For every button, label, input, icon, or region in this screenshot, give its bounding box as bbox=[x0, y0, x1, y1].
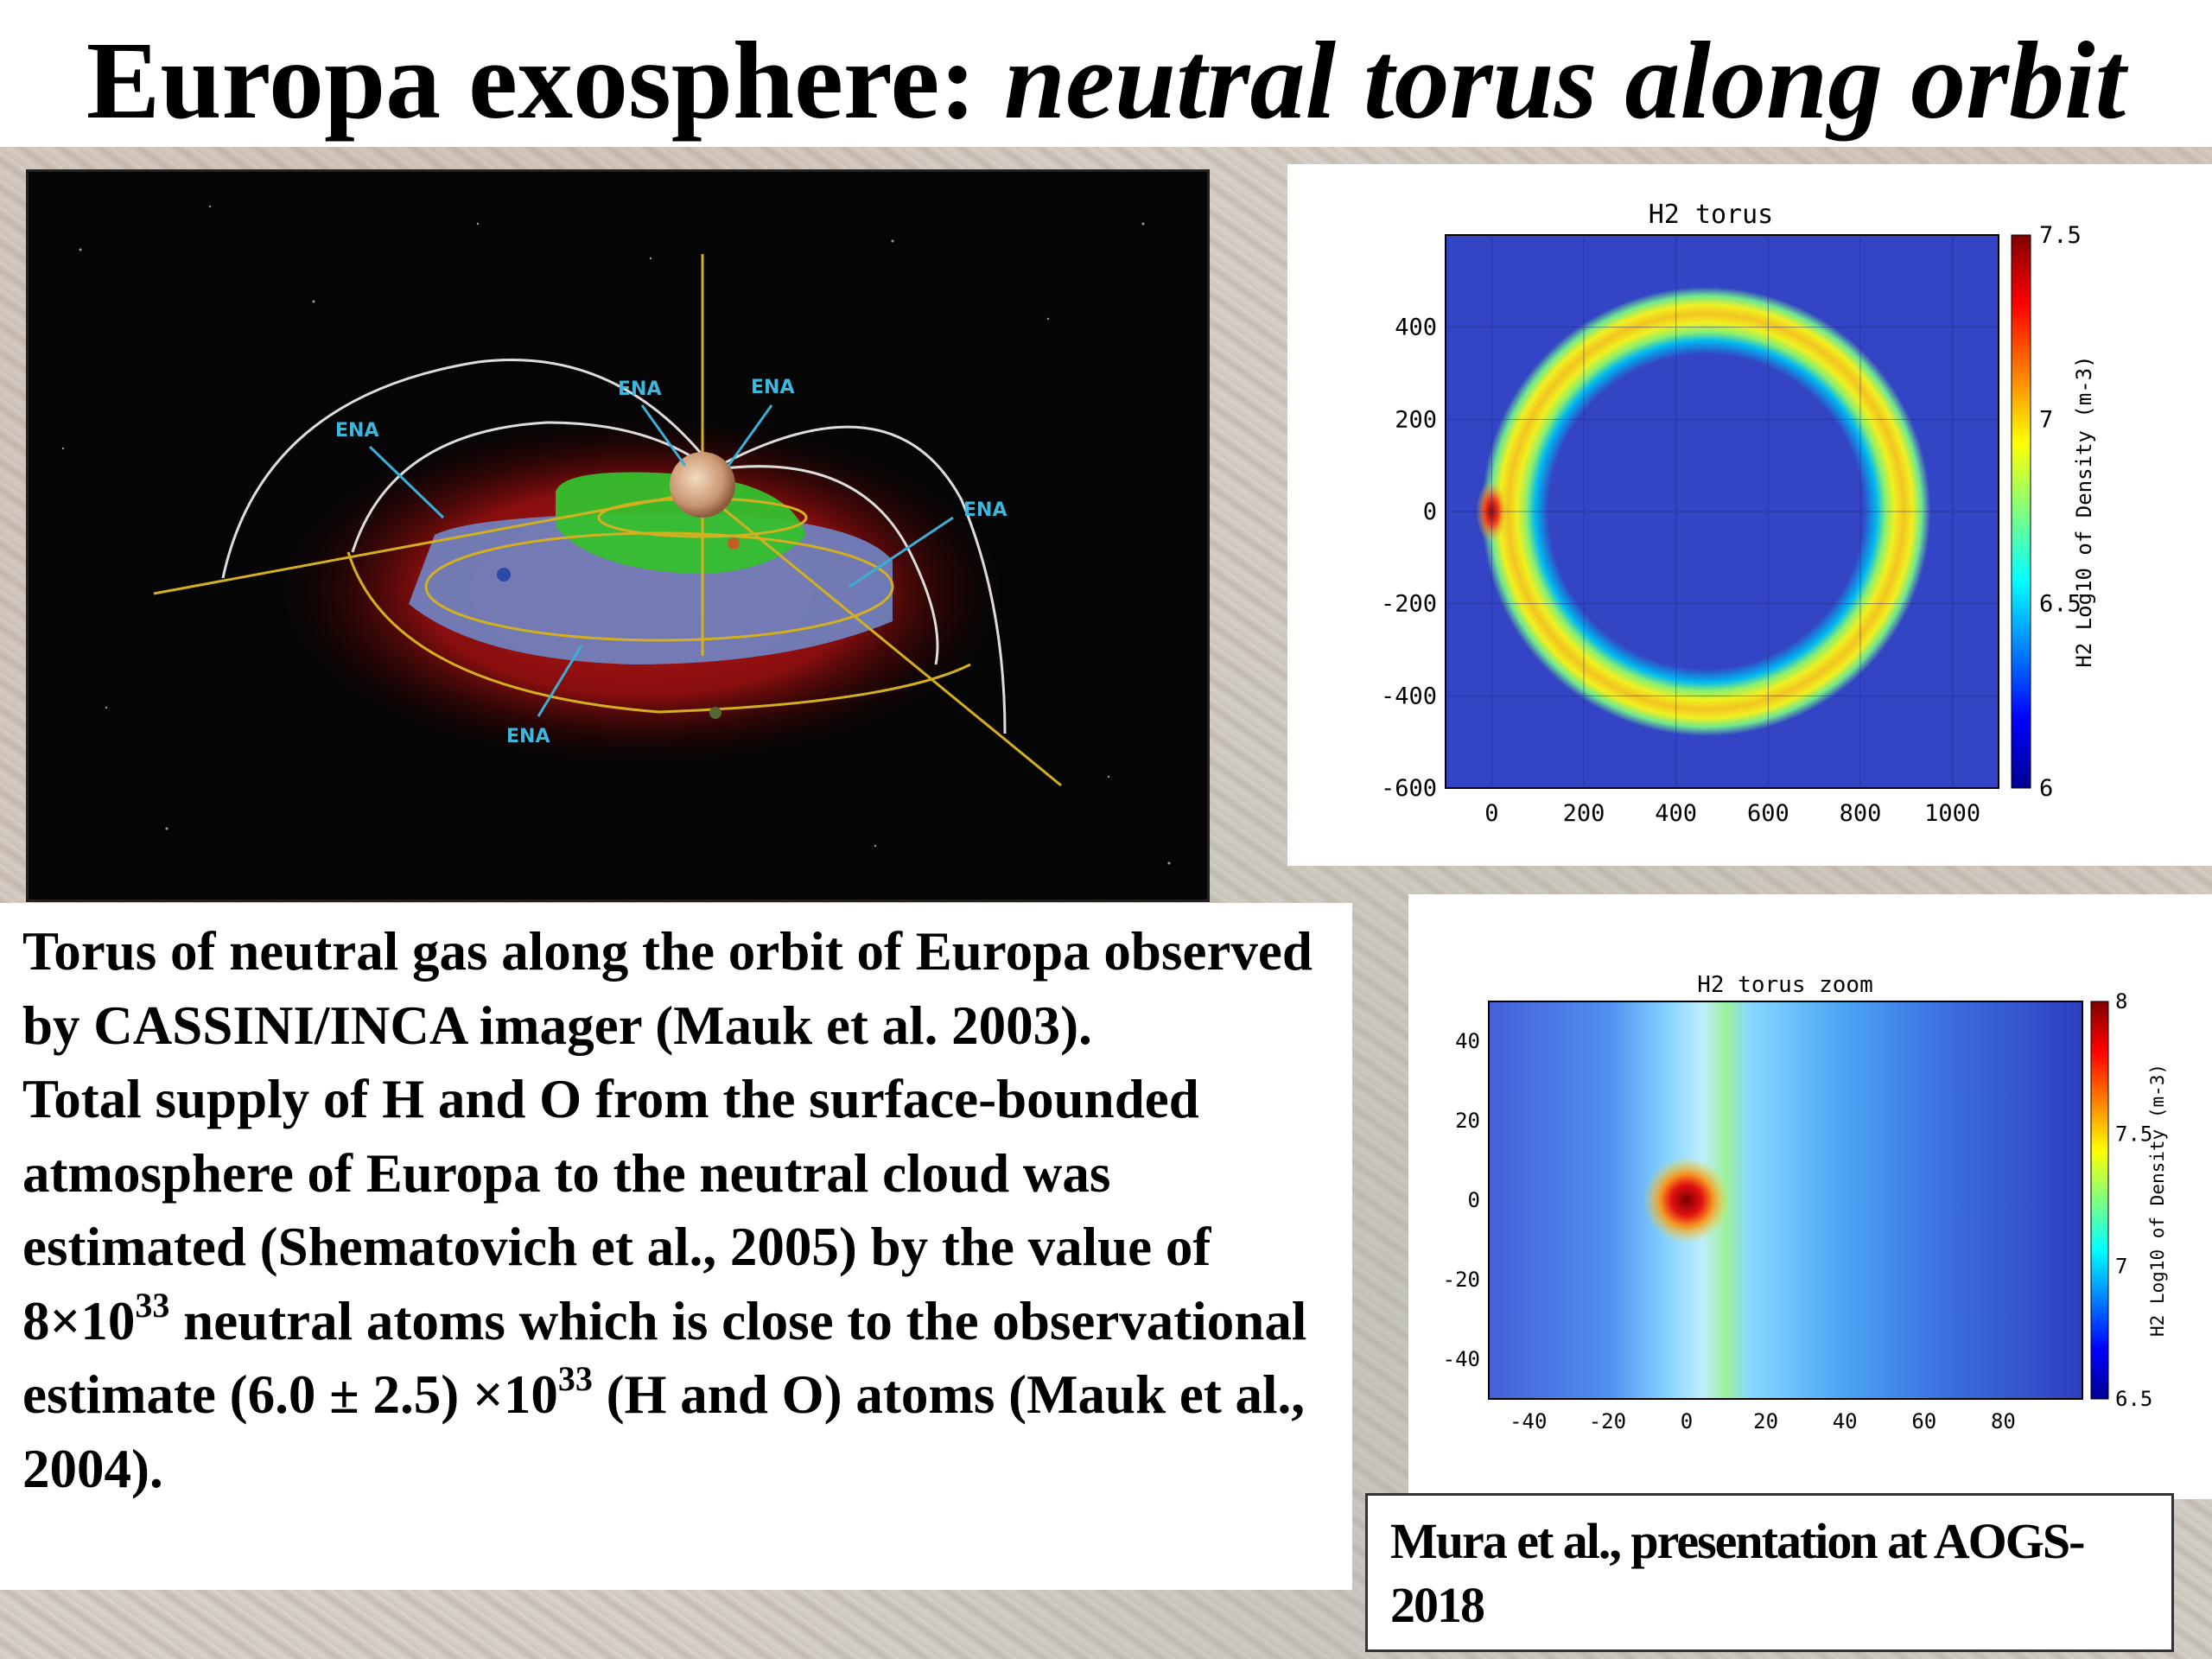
x-tick-label: 40 bbox=[1833, 1409, 1858, 1433]
supply-text-c: (H and O) atoms (Mauk et al., 2004). bbox=[22, 1364, 1306, 1499]
europa-hotspot bbox=[1643, 1157, 1730, 1243]
text-box: Torus of neutral gas along the orbit of … bbox=[0, 903, 1352, 1590]
credit-box: Mura et al., presentation at AOGS-2018 bbox=[1365, 1493, 2174, 1652]
torus-illustration: ENA ENA ENA ENA ENA bbox=[26, 169, 1210, 902]
green-torus bbox=[556, 472, 806, 574]
colorbar bbox=[2011, 234, 2031, 789]
colorbar-tick-label: 8 bbox=[2115, 989, 2127, 1014]
ena-label: ENA bbox=[963, 499, 1007, 521]
h2-torus-plot: H2 torus 0 200 400 600 800 1000 400 200 0 -200 -4… bbox=[1287, 164, 2212, 866]
paragraph-observation: Torus of neutral gas along the orbit of … bbox=[22, 921, 1313, 1056]
x-tick-label: 20 bbox=[1753, 1409, 1778, 1433]
y-tick-label: -20 bbox=[1443, 1268, 1480, 1292]
colorbar-tick-label: 6 bbox=[2039, 775, 2053, 802]
ena-label: ENA bbox=[335, 420, 378, 442]
supply-text-b: neutral atoms which is close to the obse… bbox=[22, 1290, 1307, 1426]
x-tick-label: 600 bbox=[1747, 800, 1789, 827]
title-bar: Europa exosphere: neutral torus along or… bbox=[0, 0, 2212, 147]
x-tick-label: 60 bbox=[1911, 1409, 1936, 1433]
colorbar-tick-labels: 8 7.5 7 6.5 bbox=[2115, 989, 2152, 1411]
x-tick-label: -40 bbox=[1510, 1409, 1547, 1433]
ena-label: ENA bbox=[618, 378, 661, 400]
moon-blue bbox=[497, 568, 511, 582]
body-text: Torus of neutral gas along the orbit of … bbox=[22, 915, 1344, 1506]
slide-title-italic: neutral torus along orbit bbox=[1003, 19, 2126, 142]
colorbar-tick-label: 6.5 bbox=[2039, 591, 2082, 618]
x-tick-labels: 0 200 400 600 800 1000 bbox=[1484, 800, 1980, 827]
y-tick-labels: 40 20 0 -20 -40 bbox=[1443, 1029, 1480, 1371]
slide-title-plain: Europa exosphere: bbox=[86, 19, 1004, 142]
plot-frame bbox=[1488, 1001, 2083, 1400]
slide-title: Europa exosphere: neutral torus along or… bbox=[0, 16, 2212, 145]
credit-text: Mura et al., presentation at AOGS-2018 bbox=[1390, 1513, 2085, 1633]
exponent: 33 bbox=[557, 1359, 593, 1398]
x-tick-label: 0 bbox=[1484, 800, 1498, 827]
colorbar-label: H2 Log10 of Density (m-3) bbox=[2072, 355, 2096, 667]
colorbar-tick-label: 7 bbox=[2039, 406, 2053, 433]
plot-area bbox=[1489, 1001, 2082, 1399]
torus-illustration-svg: ENA ENA ENA ENA ENA bbox=[61, 205, 1171, 865]
y-tick-label: 40 bbox=[1455, 1029, 1480, 1053]
colorbar-tick-label: 7.5 bbox=[2039, 222, 2082, 249]
ena-label: ENA bbox=[506, 726, 550, 747]
ena-label: ENA bbox=[751, 377, 794, 398]
y-tick-labels: 400 200 0 -200 -400 -600 bbox=[1381, 315, 1437, 802]
plot-title: H2 torus zoom bbox=[1697, 972, 1873, 998]
y-tick-label: -600 bbox=[1381, 775, 1437, 802]
grid bbox=[1446, 235, 1999, 789]
colorbar-tick-label: 7 bbox=[2115, 1255, 2127, 1279]
x-tick-label: 0 bbox=[1681, 1409, 1693, 1433]
axis-line-right bbox=[702, 490, 1062, 787]
colorbar bbox=[2090, 1001, 2109, 1400]
y-tick-label: -40 bbox=[1443, 1347, 1480, 1371]
moon-orange bbox=[728, 537, 740, 550]
x-tick-label: 200 bbox=[1563, 800, 1605, 827]
y-tick-label: -400 bbox=[1381, 683, 1437, 709]
ena-labels: ENA ENA ENA ENA ENA bbox=[335, 377, 1007, 747]
colorbar-label: H2 Log10 of Density (m-3) bbox=[2147, 1064, 2168, 1337]
outer-orbit bbox=[346, 551, 971, 714]
colorbar-tick-labels: 7.5 7 6.5 6 bbox=[2039, 222, 2082, 802]
h2-torus-zoom-plot: H2 torus zoom -40 -20 0 20 40 60 80 40 20 0 -20 -4… bbox=[1408, 894, 2212, 1499]
axis-line-left bbox=[153, 490, 703, 595]
ena-pointers bbox=[368, 404, 954, 717]
x-tick-labels: -40 -20 0 20 40 60 80 bbox=[1510, 1409, 2016, 1433]
middle-orbit bbox=[424, 531, 894, 642]
colorbar-tick-label: 7.5 bbox=[2115, 1122, 2152, 1146]
h2-torus-zoom-svg: H2 torus zoom -40 -20 0 20 40 60 80 40200-20-4… bbox=[1443, 972, 2168, 1433]
x-tick-label: 400 bbox=[1655, 800, 1697, 827]
exponent: 33 bbox=[135, 1285, 170, 1325]
y-tick-label: 200 bbox=[1395, 406, 1437, 433]
y-tick-label: -200 bbox=[1381, 591, 1437, 618]
plot-frame bbox=[1445, 234, 1999, 789]
h2-torus-svg: H2 torus 0 200 400 600 800 1000 400 200 0 -200 -4… bbox=[1381, 200, 2096, 827]
colorbar-tick-label: 6.5 bbox=[2115, 1387, 2152, 1411]
jupiter bbox=[670, 452, 735, 518]
y-tick-label: 0 bbox=[1468, 1188, 1480, 1212]
supply-text-a: Total supply of H and O from the surface… bbox=[22, 1069, 1211, 1351]
stars bbox=[61, 205, 1171, 865]
x-tick-label: 800 bbox=[1840, 800, 1882, 827]
x-tick-label: 80 bbox=[1991, 1409, 2016, 1433]
moon-dark bbox=[709, 707, 721, 719]
y-tick-label: 20 bbox=[1455, 1109, 1480, 1133]
field-lines bbox=[221, 359, 1007, 734]
y-tick-label: 0 bbox=[1423, 499, 1437, 525]
x-tick-label: -20 bbox=[1589, 1409, 1626, 1433]
x-tick-label: 1000 bbox=[1924, 800, 1980, 827]
paragraph-supply: Total supply of H and O from the surface… bbox=[22, 1063, 1344, 1506]
plot-title: H2 torus bbox=[1649, 200, 1774, 230]
y-tick-label: 400 bbox=[1395, 315, 1437, 341]
